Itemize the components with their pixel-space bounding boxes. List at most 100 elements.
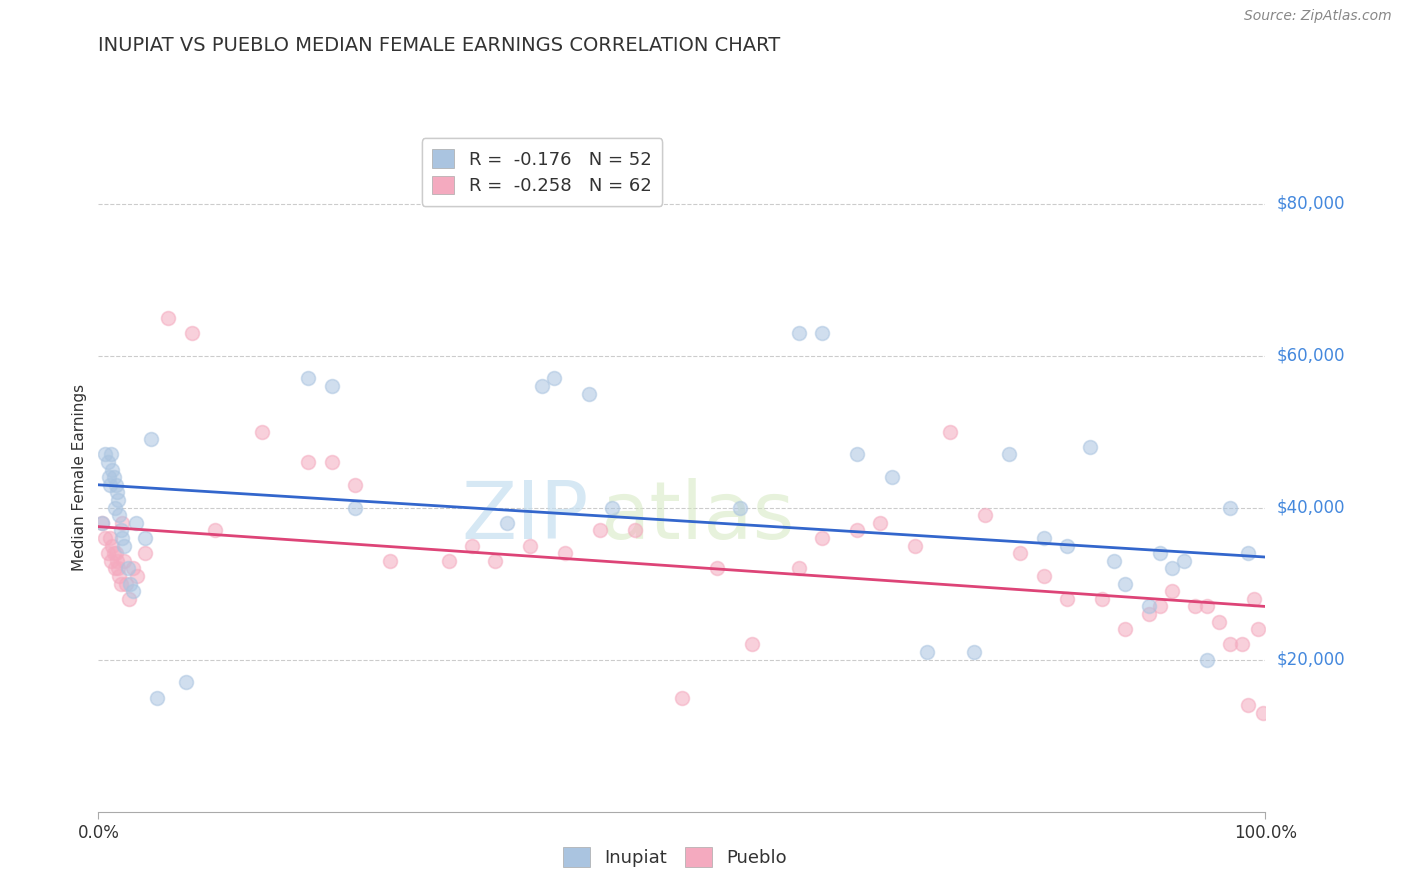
Point bbox=[671, 690, 693, 705]
Text: $80,000: $80,000 bbox=[1277, 194, 1346, 212]
Point bbox=[1247, 622, 1270, 636]
Point bbox=[915, 645, 938, 659]
Point bbox=[157, 310, 180, 325]
Point bbox=[104, 478, 127, 492]
Legend: R =  -0.176   N = 52, R =  -0.258   N = 62: R = -0.176 N = 52, R = -0.258 N = 62 bbox=[422, 138, 662, 206]
Point bbox=[939, 425, 962, 439]
Point bbox=[112, 554, 135, 568]
Point bbox=[97, 455, 120, 469]
Point bbox=[111, 531, 134, 545]
Point bbox=[461, 539, 484, 553]
Point bbox=[554, 546, 576, 560]
Point bbox=[110, 576, 132, 591]
Point bbox=[997, 447, 1019, 461]
Point bbox=[101, 539, 124, 553]
Point bbox=[118, 591, 141, 606]
Point bbox=[1149, 546, 1171, 560]
Point bbox=[321, 455, 343, 469]
Point bbox=[297, 455, 319, 469]
Point bbox=[741, 637, 763, 651]
Point bbox=[103, 546, 125, 560]
Point bbox=[100, 447, 122, 461]
Point bbox=[134, 546, 156, 560]
Point bbox=[869, 516, 891, 530]
Point bbox=[98, 478, 121, 492]
Point bbox=[90, 516, 112, 530]
Text: atlas: atlas bbox=[600, 478, 794, 557]
Point bbox=[146, 690, 169, 705]
Point bbox=[105, 485, 128, 500]
Text: $20,000: $20,000 bbox=[1277, 650, 1346, 669]
Point bbox=[117, 561, 139, 575]
Point bbox=[174, 675, 197, 690]
Point bbox=[1219, 500, 1241, 515]
Point bbox=[97, 546, 120, 560]
Point bbox=[112, 539, 135, 553]
Point bbox=[108, 508, 131, 523]
Point bbox=[107, 493, 129, 508]
Point bbox=[1032, 531, 1054, 545]
Point bbox=[1195, 599, 1218, 614]
Point bbox=[111, 516, 134, 530]
Point bbox=[105, 554, 128, 568]
Point bbox=[543, 371, 565, 385]
Point bbox=[134, 531, 156, 545]
Legend: Inupiat, Pueblo: Inupiat, Pueblo bbox=[555, 839, 794, 874]
Point bbox=[139, 432, 162, 446]
Point bbox=[1149, 599, 1171, 614]
Point bbox=[1114, 576, 1136, 591]
Point bbox=[321, 379, 343, 393]
Point bbox=[1161, 561, 1184, 575]
Point bbox=[90, 516, 112, 530]
Point bbox=[1102, 554, 1125, 568]
Point bbox=[110, 524, 132, 538]
Point bbox=[122, 584, 145, 599]
Text: $60,000: $60,000 bbox=[1277, 347, 1346, 365]
Point bbox=[845, 447, 868, 461]
Point bbox=[98, 531, 121, 545]
Point bbox=[1137, 599, 1160, 614]
Point bbox=[104, 546, 127, 560]
Point bbox=[97, 470, 120, 484]
Point bbox=[1208, 615, 1230, 629]
Point bbox=[730, 500, 752, 515]
Text: ZIP: ZIP bbox=[461, 478, 589, 557]
Point bbox=[787, 326, 810, 340]
Point bbox=[1237, 546, 1260, 560]
Text: INUPIAT VS PUEBLO MEDIAN FEMALE EARNINGS CORRELATION CHART: INUPIAT VS PUEBLO MEDIAN FEMALE EARNINGS… bbox=[98, 36, 780, 54]
Point bbox=[1091, 591, 1114, 606]
Point bbox=[1251, 706, 1274, 720]
Point bbox=[1184, 599, 1206, 614]
Point bbox=[1056, 539, 1078, 553]
Point bbox=[1237, 698, 1260, 713]
Point bbox=[180, 326, 202, 340]
Point bbox=[103, 470, 125, 484]
Point bbox=[811, 531, 834, 545]
Point bbox=[1161, 584, 1184, 599]
Point bbox=[250, 425, 273, 439]
Y-axis label: Median Female Earnings: Median Female Earnings bbox=[72, 384, 87, 571]
Point bbox=[104, 561, 127, 575]
Point bbox=[1032, 569, 1054, 583]
Point bbox=[101, 462, 124, 476]
Point bbox=[104, 500, 127, 515]
Point bbox=[706, 561, 728, 575]
Point bbox=[600, 500, 623, 515]
Point bbox=[344, 500, 367, 515]
Point bbox=[1114, 622, 1136, 636]
Point bbox=[1243, 591, 1265, 606]
Point bbox=[624, 524, 647, 538]
Point bbox=[1219, 637, 1241, 651]
Point bbox=[589, 524, 612, 538]
Point bbox=[108, 569, 131, 583]
Point bbox=[519, 539, 541, 553]
Point bbox=[94, 447, 117, 461]
Point bbox=[811, 326, 834, 340]
Point bbox=[100, 554, 122, 568]
Point bbox=[125, 516, 148, 530]
Point bbox=[904, 539, 927, 553]
Point bbox=[107, 561, 129, 575]
Point bbox=[484, 554, 506, 568]
Text: Source: ZipAtlas.com: Source: ZipAtlas.com bbox=[1244, 9, 1392, 23]
Point bbox=[115, 576, 138, 591]
